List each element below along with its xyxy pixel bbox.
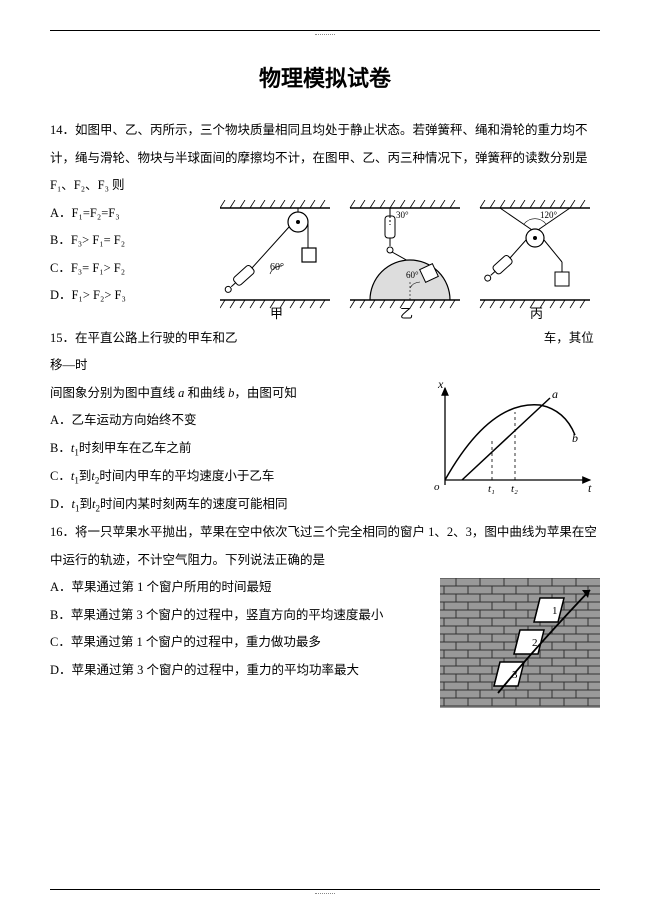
q15-s2-s: ，由图可知 xyxy=(234,386,297,400)
q16-figure: 1 2 3 xyxy=(440,578,600,713)
window-1: 1 xyxy=(552,605,558,617)
question-15: 15．在平直公路上行驶的甲车和乙 车，其位移—时 x t o t₁ t₂ a xyxy=(50,325,600,520)
q15c-m: 到 xyxy=(79,469,92,483)
page-title: 物理模拟试卷 xyxy=(50,61,600,93)
angle-120-bing: 120° xyxy=(540,210,558,220)
axis-y: x xyxy=(437,380,444,391)
q14-option-c: C．F₃= F₁> F₂ xyxy=(50,255,180,283)
label-bing: 丙 xyxy=(530,306,543,320)
q15b-p: B． xyxy=(50,441,71,455)
q16-stem: 16．将一只苹果水平抛出，苹果在空中依次飞过三个完全相同的窗户 1、2、3，图中… xyxy=(50,519,600,574)
q15-figure: x t o t₁ t₂ a b xyxy=(420,380,600,505)
q14-option-a: A．F₁=F₂=F₃ xyxy=(50,200,180,228)
label-yi: 乙 xyxy=(400,306,413,320)
curve-b: b xyxy=(572,431,578,445)
top-rule xyxy=(50,30,600,31)
origin: o xyxy=(434,481,440,493)
q15c-p: C． xyxy=(50,469,71,483)
angle-60-yi: 60° xyxy=(406,270,419,280)
question-16: 16．将一只苹果水平抛出，苹果在空中依次飞过三个完全相同的窗户 1、2、3，图中… xyxy=(50,519,600,684)
t2-label: t₂ xyxy=(511,483,518,495)
q14-figure: 60° 甲 xyxy=(220,200,600,325)
q15-stem1-a: 15．在平直公路上行驶的甲车和乙 xyxy=(50,331,238,345)
q15d-p: D． xyxy=(50,497,72,511)
t1-label: t₁ xyxy=(488,483,495,495)
curve-a: a xyxy=(552,387,558,401)
q15c-sf: 时间内甲车的平均速度小于乙车 xyxy=(99,469,274,483)
q15d-sf: 时间内某时刻两车的速度可能相同 xyxy=(100,497,288,511)
q14-stem: 14．如图甲、乙、丙所示，三个物块质量相同且均处于静止状态。若弹簧秤、绳和滑轮的… xyxy=(50,117,600,200)
label-jia: 甲 xyxy=(270,306,283,320)
q15-stem-line1: 15．在平直公路上行驶的甲车和乙 车，其位移—时 xyxy=(50,325,600,380)
axis-x: t xyxy=(588,481,592,495)
question-14: 14．如图甲、乙、丙所示，三个物块质量相同且均处于静止状态。若弹簧秤、绳和滑轮的… xyxy=(50,117,600,325)
q15-s2-p: 间图象分别为图中直线 xyxy=(50,386,178,400)
bottom-rule xyxy=(50,889,600,890)
angle-30-yi: 30° xyxy=(396,210,409,220)
q15-s2-m: 和曲线 xyxy=(184,386,228,400)
q14-option-d: D．F₁> F₂> F₃ xyxy=(50,282,180,310)
angle-60-jia: 60° xyxy=(270,262,284,273)
q15d-m: 到 xyxy=(80,497,93,511)
q15b-sf: 时刻甲车在乙车之前 xyxy=(79,441,192,455)
q14-option-b: B．F₃> F₁= F₂ xyxy=(50,227,180,255)
